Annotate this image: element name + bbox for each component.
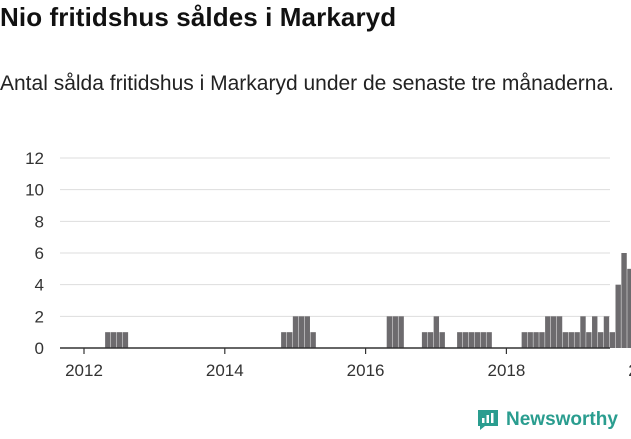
bar [433, 316, 440, 348]
bar [122, 332, 129, 348]
bar [586, 332, 592, 348]
bar [392, 316, 398, 348]
y-tick-label: 12 [25, 149, 44, 168]
bar [105, 332, 111, 348]
bar [386, 316, 393, 348]
bar [398, 316, 404, 348]
newsworthy-logo-icon [478, 410, 498, 430]
chart-subtitle: Antal sålda fritidshus i Markaryd under … [0, 72, 614, 95]
bar [533, 332, 539, 348]
bar [304, 316, 310, 348]
x-tick-label: 2012 [65, 361, 103, 380]
x-tick-label: 2020 [628, 361, 631, 380]
bar [621, 253, 627, 348]
bar [615, 284, 621, 348]
bar [474, 332, 481, 348]
bar [556, 316, 563, 348]
bar [574, 332, 580, 348]
bar [480, 332, 486, 348]
y-tick-label: 4 [35, 276, 44, 295]
bar [562, 332, 569, 348]
y-tick-label: 0 [35, 339, 44, 358]
y-tick-label: 2 [35, 307, 44, 326]
y-axis: 0 2 4 6 8 10 12 [25, 149, 44, 358]
bar [462, 332, 469, 348]
grid-lines [60, 157, 610, 317]
bar [439, 332, 445, 348]
bar [603, 316, 610, 348]
brand-name: Newsworthy [506, 409, 618, 430]
y-tick-label: 6 [35, 244, 44, 263]
bar [580, 316, 586, 348]
bar [281, 332, 287, 348]
brand-logo: Newsworthy [476, 408, 618, 432]
x-tick-label: 2016 [347, 361, 385, 380]
x-tick-label: 2014 [206, 361, 244, 380]
bar [310, 332, 316, 348]
bar [521, 332, 528, 348]
bar [592, 316, 598, 348]
bar [292, 316, 299, 348]
bar [298, 316, 305, 348]
bar [527, 332, 533, 348]
bar [568, 332, 574, 348]
bar [609, 332, 616, 348]
chart-title: Nio fritidshus såldes i Markaryd [0, 2, 397, 32]
bar [457, 332, 463, 348]
bars [105, 253, 631, 348]
bar [468, 332, 475, 348]
bar [421, 332, 428, 348]
bar [545, 316, 551, 348]
bar [110, 332, 117, 348]
bar [539, 332, 545, 348]
bar [116, 332, 123, 348]
x-axis: 20122014201620182020202220242026 [60, 347, 631, 380]
x-tick-label: 2018 [487, 361, 525, 380]
bar [550, 316, 557, 348]
bar [627, 268, 631, 348]
bar [427, 332, 434, 348]
bar [597, 332, 604, 348]
y-tick-label: 10 [25, 181, 44, 200]
bar [486, 332, 492, 348]
bar [286, 332, 293, 348]
y-tick-label: 8 [35, 212, 44, 231]
